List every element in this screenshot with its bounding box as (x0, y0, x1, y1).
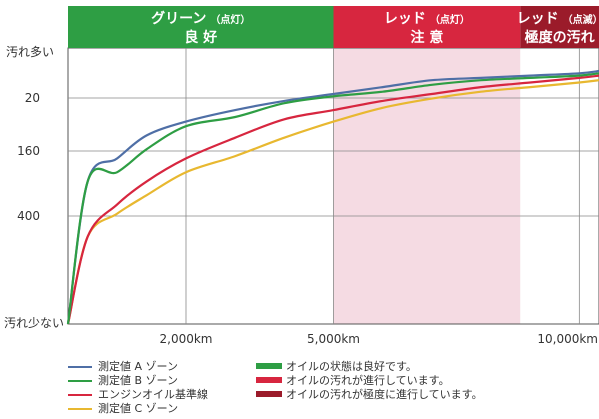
series-line-4 (66, 79, 599, 325)
legend-label: オイルの汚れが極度に進行しています。 (286, 388, 483, 401)
zone-background-1 (68, 48, 334, 324)
series-line-1 (66, 69, 599, 325)
legend-line-swatch (68, 394, 92, 396)
band-subtitle-1: 良 好 (184, 29, 217, 46)
series-lines (66, 69, 599, 325)
axes: 汚れ多い 汚れ少ない 20 160 400 2,000km 5,000km 10,000k… (4, 45, 598, 346)
legend-label: 測定値 C ゾーン (98, 402, 179, 415)
series-line-3 (66, 74, 599, 325)
band-title-2: レッド （点灯） (384, 11, 470, 27)
band-header-3 (520, 6, 599, 48)
legend-line-swatch (68, 366, 92, 368)
zone-background-3 (520, 48, 599, 324)
band-subtitle-2: 注 意 (410, 29, 443, 46)
y-axis-bottom-label: 汚れ少ない (4, 316, 64, 330)
legend-label: 測定値 B ゾーン (98, 374, 178, 387)
series-line-2 (66, 72, 599, 325)
band-title-1: グリーン （点灯） (151, 10, 250, 27)
x-tick-label-3: 10,000km (537, 332, 598, 346)
band-subtitle-3: 極度の汚れ (525, 29, 595, 46)
band-header-1 (68, 6, 334, 48)
y-tick-label-3: 400 (17, 209, 40, 223)
legend-label: オイルの状態は良好です。 (286, 360, 417, 373)
legend-line-swatch (68, 408, 92, 410)
y-tick-label-2: 160 (17, 144, 40, 158)
legend-line-swatch (68, 380, 92, 382)
legend-bar-swatch (256, 391, 282, 397)
legend-label: オイルの汚れが進行しています。 (286, 374, 450, 387)
y-tick-label-1: 20 (25, 91, 40, 105)
legend-bar-swatch (256, 363, 282, 369)
legend-label: 測定値 A ゾーン (98, 360, 178, 373)
y-axis-top-label: 汚れ多い (6, 45, 54, 59)
legend-label: エンジンオイル基準線 (98, 388, 208, 401)
legend-bar-swatch (256, 377, 282, 383)
grid-lines (67, 47, 599, 325)
x-tick-label-1: 2,000km (160, 332, 213, 346)
band-title-3: レッド （点滅） (517, 11, 599, 27)
x-tick-label-2: 5,000km (307, 332, 360, 346)
band-header-2 (333, 6, 521, 48)
status-bands: グリーン （点灯） 良 好 レッド （点灯） 注 意 レッド （点滅） 極度の汚れ (68, 6, 599, 48)
